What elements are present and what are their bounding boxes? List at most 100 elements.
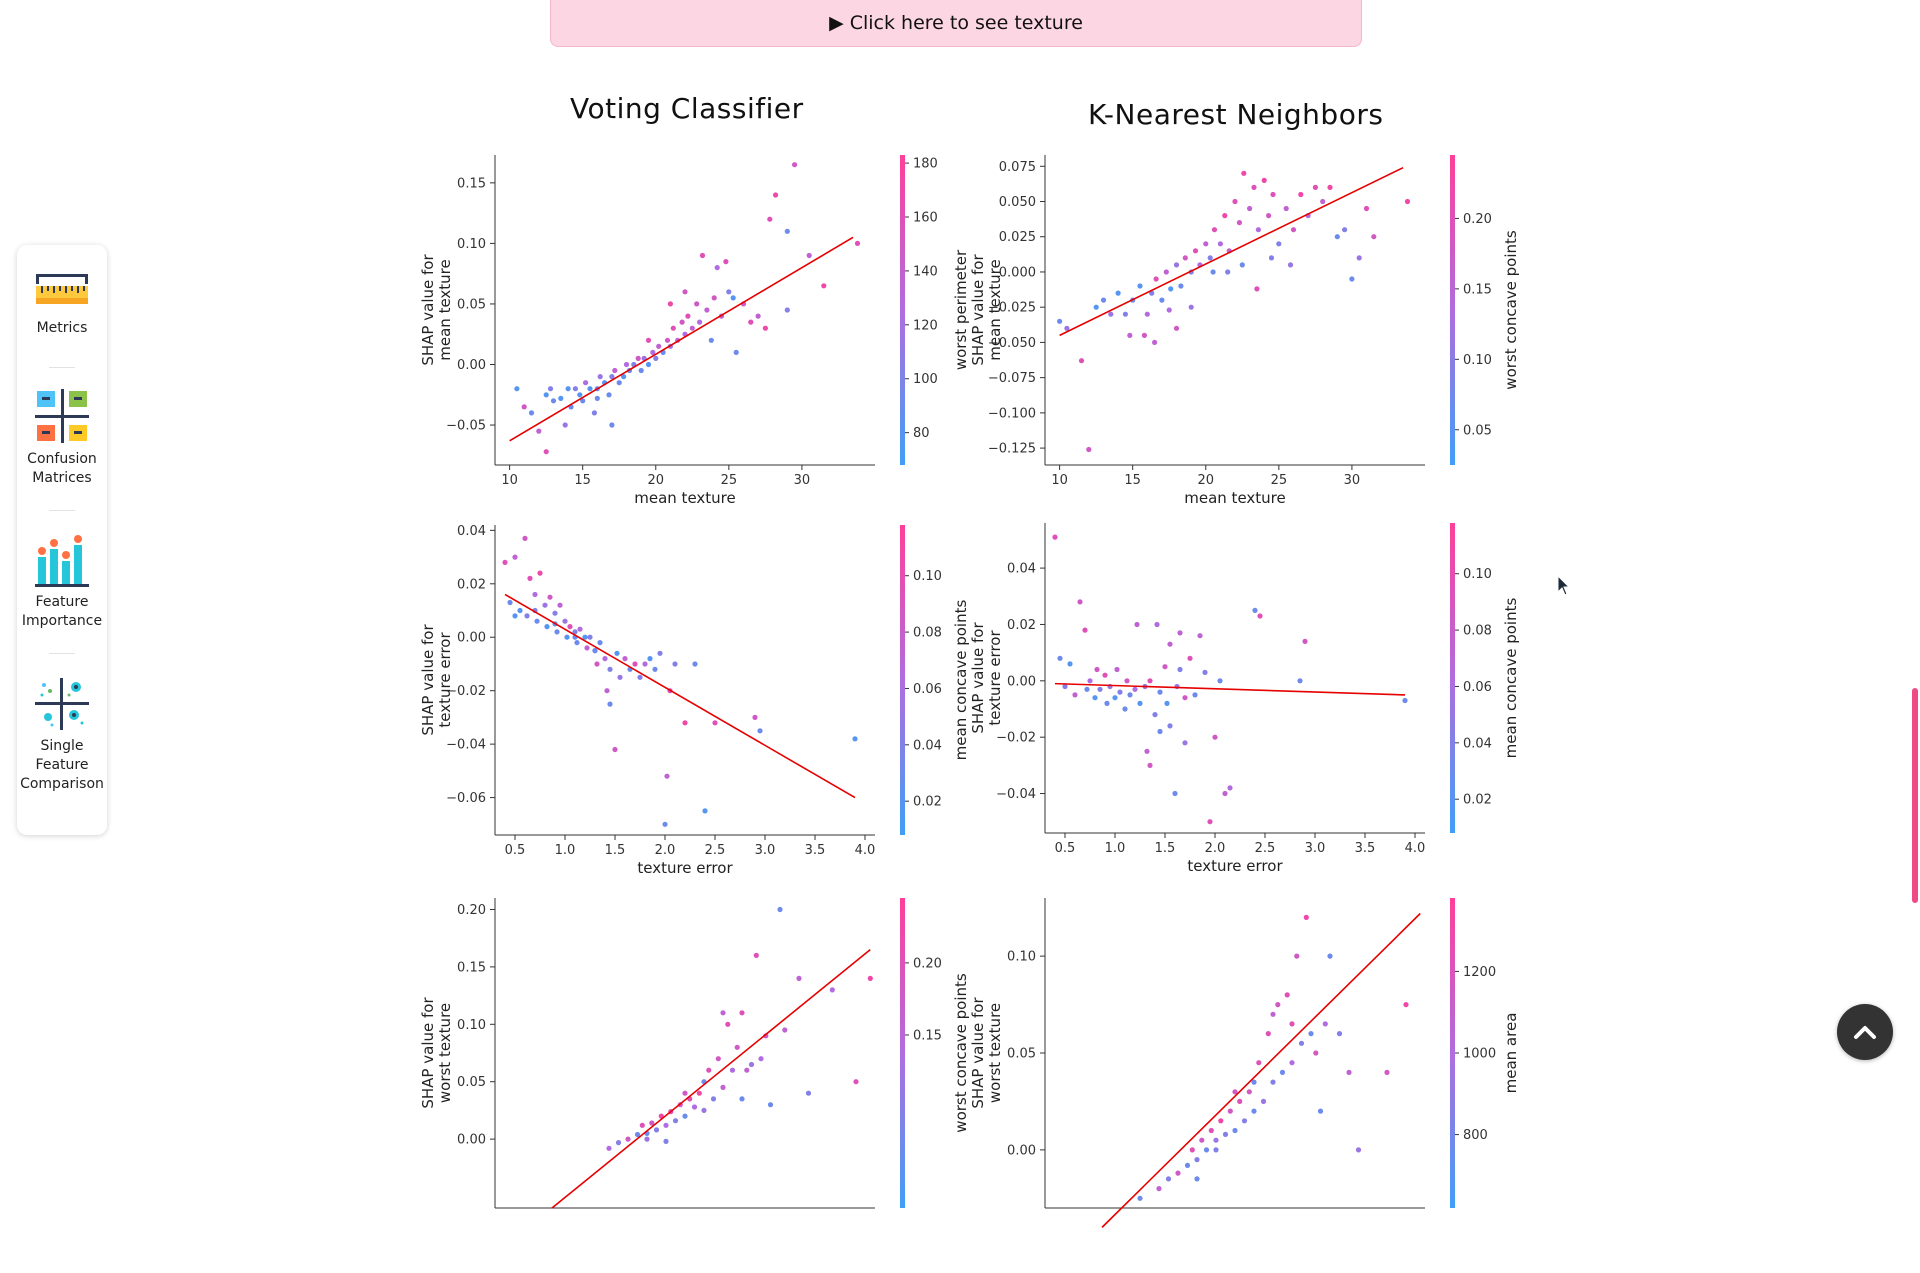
scatter-point xyxy=(1162,664,1168,670)
scatter-point xyxy=(739,1096,745,1102)
scatter-point xyxy=(606,392,612,398)
scatter-point xyxy=(1052,534,1058,540)
sidebar-item-metrics[interactable]: Metrics xyxy=(17,273,107,338)
scatter-point xyxy=(711,295,717,301)
scatter-point xyxy=(867,975,873,981)
scatter-plot-vc-mean-texture: 10 15 20 25 30 −0.05 0.00 0.05 0.10 0.15 mean text… xyxy=(400,150,970,530)
x-tick-label: 1.5 xyxy=(1155,841,1176,856)
x-tick-label: 0.5 xyxy=(1055,841,1076,856)
scatter-point xyxy=(592,648,598,654)
scatter-plot-vc-worst-texture: 0.00 0.05 0.10 0.15 0.20 SHAP value forworst … xyxy=(400,893,970,1273)
scatter-point xyxy=(1062,683,1068,690)
scatter-point xyxy=(1152,339,1158,345)
trend-line xyxy=(1059,166,1404,337)
chart-svg: 10 15 20 25 30 −0.05 0.00 0.05 0.10 0.15 mean text… xyxy=(419,155,970,507)
scatter-point xyxy=(1270,191,1276,198)
scatter-point xyxy=(1167,723,1173,729)
x-tick-label: 25 xyxy=(1271,473,1288,488)
scatter-point xyxy=(1167,641,1173,647)
colorbar-tick-label: 0.02 xyxy=(913,795,942,810)
scatter-point xyxy=(1227,1108,1233,1114)
scatter-point xyxy=(1182,255,1188,261)
scatter-point xyxy=(1165,1176,1172,1182)
texture-toggle-banner[interactable]: ▶ Click here to see texture xyxy=(550,0,1362,47)
scatter-point xyxy=(1384,1069,1390,1075)
scatter-point xyxy=(1403,1002,1409,1008)
scatter-point xyxy=(1182,740,1188,746)
scatter-icon xyxy=(35,678,89,730)
scatter-point xyxy=(572,629,578,635)
scatter-point xyxy=(1232,1127,1238,1134)
scatter-point xyxy=(609,422,615,428)
scatter-point xyxy=(1222,1131,1229,1137)
scatter-point xyxy=(1222,213,1228,219)
y-tick-label: 0.050 xyxy=(999,195,1036,210)
scatter-point xyxy=(1159,297,1165,303)
scatter-point xyxy=(1093,304,1099,310)
scatter-point xyxy=(1213,1147,1219,1153)
colorbar xyxy=(900,155,905,465)
sidebar-divider xyxy=(49,510,75,511)
sidebar-item-feature-importance[interactable]: Feature Importance xyxy=(17,533,107,631)
scatter-point xyxy=(639,1122,645,1128)
scatter-point xyxy=(577,626,583,632)
scatter-point xyxy=(514,386,520,392)
scatter-point xyxy=(612,367,618,374)
scatter-point xyxy=(1355,1147,1362,1153)
scatter-point xyxy=(697,319,703,325)
scatter-point xyxy=(767,216,773,222)
scatter-point xyxy=(1236,220,1242,226)
scatter-point xyxy=(642,661,648,667)
colorbar-tick-label: 800 xyxy=(1463,1128,1488,1143)
scatter-point xyxy=(1154,621,1160,628)
scatter-point xyxy=(606,1145,612,1151)
scatter-point xyxy=(564,634,570,640)
scatter-point xyxy=(1320,198,1326,205)
colorbar-tick-label: 80 xyxy=(913,426,930,441)
scatter-point xyxy=(552,610,558,616)
scatter-point xyxy=(796,975,802,981)
scatter-point xyxy=(622,656,628,662)
scatter-point xyxy=(748,1061,755,1068)
scatter-point xyxy=(753,952,759,958)
x-tick-label: 4.0 xyxy=(855,843,876,858)
x-tick-label: 1.0 xyxy=(1105,841,1126,856)
colorbar-tick-label: 0.10 xyxy=(1463,567,1492,582)
scroll-to-top-button[interactable] xyxy=(1837,1004,1893,1060)
scatter-point xyxy=(597,374,603,380)
scatter-point xyxy=(699,252,706,259)
scatter-point xyxy=(1117,689,1123,695)
scatter-point xyxy=(720,1084,726,1090)
scatter-point xyxy=(712,720,718,726)
x-tick-label: 3.0 xyxy=(1305,841,1326,856)
scatter-point xyxy=(1168,286,1174,292)
sidebar-item-confusion-matrices[interactable]: Confusion Matrices xyxy=(17,388,107,488)
x-tick-label: 30 xyxy=(1344,473,1361,488)
colorbar xyxy=(900,525,905,835)
scatter-point xyxy=(806,252,812,259)
scatter-point xyxy=(1157,689,1163,695)
y-axis-label: SHAP value fortexture error xyxy=(419,624,454,736)
scatter-point xyxy=(1127,332,1133,338)
scatter-point xyxy=(1057,318,1063,324)
y-axis-label-line: SHAP value for xyxy=(419,997,437,1109)
scatter-point xyxy=(527,575,533,581)
colorbar xyxy=(1450,155,1455,465)
scatter-point xyxy=(1144,311,1150,317)
y-axis-label-line: SHAP value for xyxy=(419,624,437,736)
scatter-point xyxy=(1108,311,1114,317)
page-scrollbar[interactable] xyxy=(1910,0,1920,1080)
colorbar-label: mean concave points xyxy=(1502,598,1520,759)
scrollbar-thumb[interactable] xyxy=(1912,688,1918,903)
colorbar-tick-label: 0.10 xyxy=(1463,353,1492,368)
scatter-point xyxy=(696,1090,702,1096)
colorbar-tick-label: 1200 xyxy=(1463,965,1496,980)
scatter-point xyxy=(691,1104,698,1110)
chart-svg: 0.00 0.05 0.10 SHAP value forworst texture 8… xyxy=(969,898,1520,1228)
scatter-point xyxy=(562,422,568,428)
scatter-point xyxy=(1077,599,1083,605)
chart-svg: 0.5 1.0 1.5 2.0 2.5 3.0 3.5 4.0 −0.04 −0.02 0.00 0.… xyxy=(969,523,1520,875)
scatter-point xyxy=(1284,992,1290,998)
sidebar-item-single-feature-comparison[interactable]: Single Feature Comparison xyxy=(17,677,107,794)
scatter-point xyxy=(1086,446,1092,453)
